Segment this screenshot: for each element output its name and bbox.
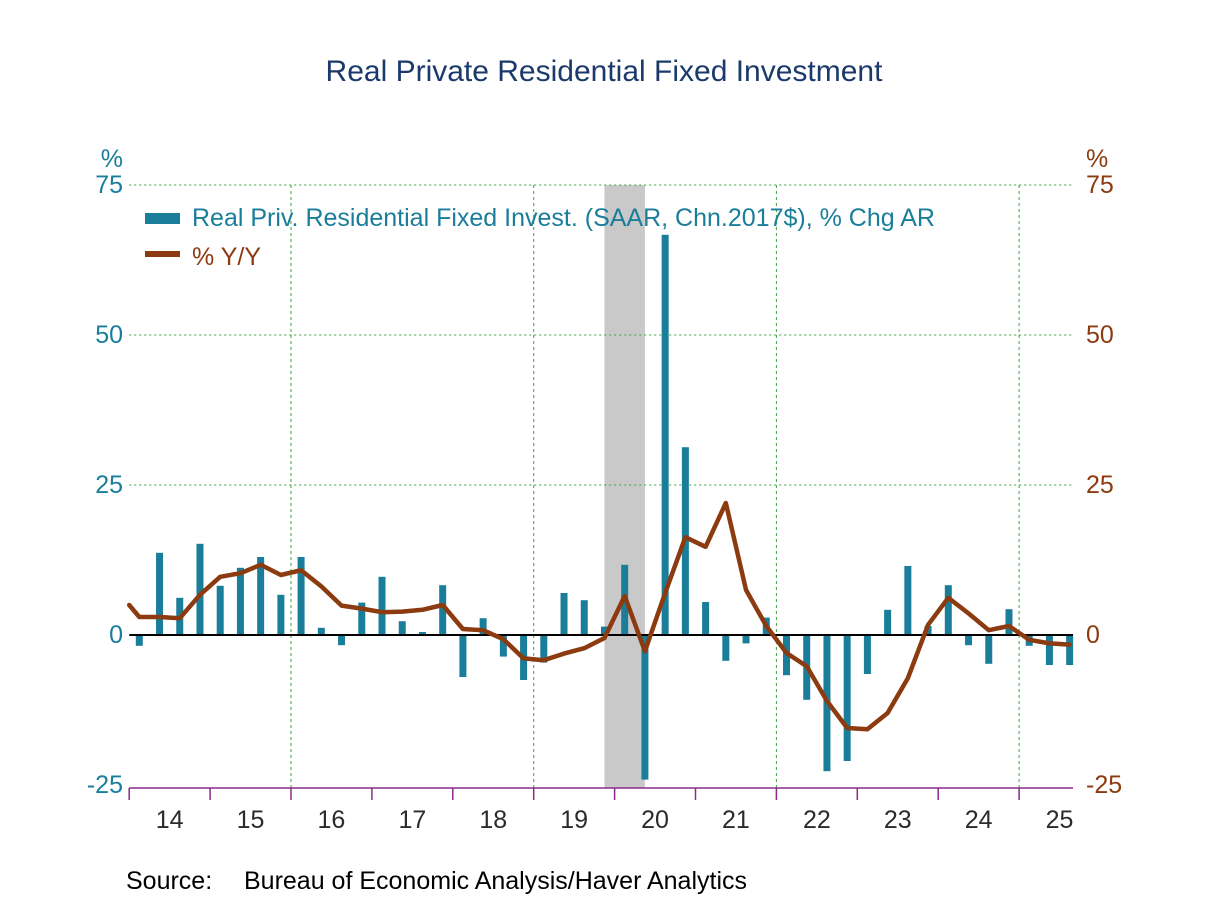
- bar: [985, 635, 993, 664]
- x-year-label: 24: [964, 806, 993, 834]
- bar: [338, 635, 346, 646]
- bar: [600, 626, 608, 635]
- bar: [1066, 635, 1074, 665]
- x-year-label: 14: [155, 806, 184, 834]
- bar: [479, 618, 487, 635]
- bar: [156, 552, 164, 635]
- bar: [439, 585, 447, 635]
- right-axis-unit-label: %: [1086, 145, 1109, 173]
- source-note: Source: Bureau of Economic Analysis/Haver…: [126, 866, 747, 896]
- bar: [499, 635, 507, 657]
- y-tick-label: 75: [95, 171, 123, 199]
- bar: [216, 585, 224, 635]
- x-year-label: 15: [236, 806, 265, 834]
- bar: [1045, 635, 1053, 665]
- y-tick-label: 50: [95, 321, 123, 349]
- y-tick-label: 25: [1086, 471, 1114, 499]
- bar: [580, 600, 588, 635]
- bar: [418, 632, 426, 635]
- bar: [742, 635, 750, 644]
- bar: [944, 585, 952, 635]
- x-year-label: 17: [398, 806, 427, 834]
- y-tick-label: 50: [1086, 321, 1114, 349]
- y-tick-label: -25: [1086, 771, 1123, 799]
- bar: [398, 621, 406, 635]
- source-text: Bureau of Economic Analysis/Haver Analyt…: [244, 867, 748, 895]
- bar: [317, 627, 325, 635]
- bar: [540, 635, 548, 663]
- source-label: Source:: [126, 867, 213, 895]
- bar: [236, 567, 244, 635]
- line-series-swatch-icon: [145, 251, 180, 257]
- legend-label-bar-series: Real Priv. Residential Fixed Invest. (SA…: [192, 204, 935, 232]
- bar: [297, 557, 305, 635]
- bar: [358, 602, 366, 635]
- y-tick-label: -25: [86, 771, 123, 799]
- bar: [661, 234, 669, 636]
- bar: [702, 602, 710, 635]
- bar: [257, 557, 265, 635]
- y-tick-label: 75: [1086, 171, 1114, 199]
- y-tick-label: 0: [1086, 621, 1100, 649]
- bar: [843, 635, 851, 761]
- legend-label-yoy-series: % Y/Y: [192, 243, 262, 271]
- chart-title: Real Private Residential Fixed Investmen…: [325, 55, 883, 88]
- bar: [884, 609, 892, 635]
- x-year-label: 20: [641, 806, 669, 834]
- x-year-label: 21: [722, 806, 750, 834]
- bar: [459, 635, 467, 677]
- yoy-line: [126, 500, 1072, 732]
- bar: [863, 635, 871, 674]
- bar-series-swatch-icon: [145, 213, 180, 224]
- x-year-label: 23: [883, 806, 912, 834]
- x-year-label: 25: [1045, 806, 1074, 834]
- bar: [135, 635, 143, 646]
- bar: [378, 576, 386, 635]
- x-year-label: 22: [802, 806, 831, 834]
- y-tick-label: 0: [109, 621, 123, 649]
- bar: [722, 635, 730, 661]
- bar: [196, 543, 204, 635]
- recession-band: [604, 185, 645, 788]
- x-year-label: 16: [317, 806, 346, 834]
- x-year-label: 19: [560, 806, 589, 834]
- x-year-label: 18: [479, 806, 508, 834]
- bar: [641, 635, 649, 780]
- y-tick-label: 25: [95, 471, 123, 499]
- bar: [1005, 609, 1013, 635]
- bar: [560, 593, 568, 635]
- bar: [277, 594, 285, 635]
- left-axis-unit-label: %: [100, 145, 123, 173]
- bar: [904, 566, 912, 635]
- bar: [965, 635, 973, 646]
